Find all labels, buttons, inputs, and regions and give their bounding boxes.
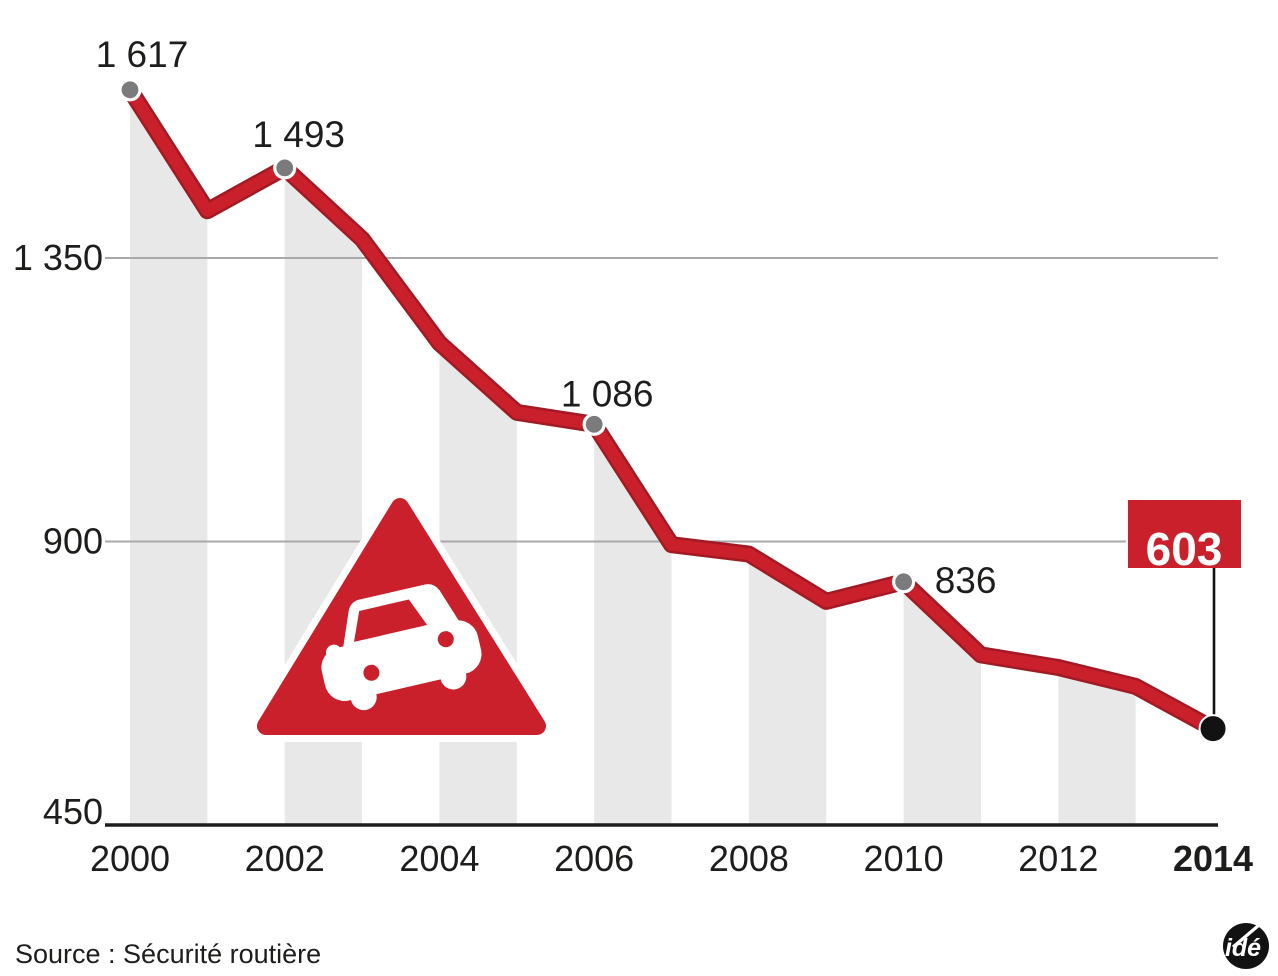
point-label-2002: 1 493: [252, 114, 345, 155]
line-layer: [121, 81, 1222, 738]
axis-label-layer: 1 350 900 450 2000 2002 2004 2006 2008 2010 2012 2…: [13, 237, 1253, 879]
point-label-2010: 836: [935, 560, 997, 601]
ide-logo-circle: [1223, 923, 1269, 969]
point-label-layer: 1 617 1 493 1 086 836: [96, 34, 997, 601]
ide-logo: idé: [1223, 918, 1269, 969]
x-tick-label-2010: 2010: [864, 838, 944, 879]
end-point-dot-2014: [1198, 714, 1228, 744]
y-tick-label-900: 900: [43, 521, 103, 562]
area-stripe-2012: [1058, 667, 1136, 825]
point-dot-2010: [891, 570, 916, 594]
point-label-2000: 1 617: [96, 34, 189, 75]
car-glyph: [321, 584, 482, 711]
data-line: [124, 83, 1220, 735]
skidding-car-warning-icon: [250, 491, 553, 742]
x-tick-label-2006: 2006: [554, 838, 634, 879]
x-tick-label-2014: 2014: [1173, 838, 1253, 879]
area-stripe-2008: [748, 554, 827, 825]
point-dot-2006: [582, 412, 606, 436]
x-tick-label-2004: 2004: [399, 838, 479, 879]
y-tick-label-450: 450: [43, 791, 103, 832]
point-dot-2002: [273, 156, 297, 180]
y-tick-label-1350: 1 350: [13, 237, 103, 278]
callout-value: 603: [1146, 523, 1223, 575]
point-dot-2000: [118, 78, 142, 102]
x-tick-label-2002: 2002: [245, 838, 325, 879]
x-tick-label-2008: 2008: [709, 838, 789, 879]
source-text: Source : Sécurité routière: [15, 939, 321, 969]
area-stripe-2000: [130, 89, 208, 826]
footer: Source : Sécurité routière idé: [15, 918, 1269, 969]
grid-layer: [105, 257, 1218, 827]
point-label-2006: 1 086: [561, 373, 654, 414]
ide-logo-slash: [1231, 918, 1267, 949]
x-tick-label-2000: 2000: [90, 838, 170, 879]
callout-box: [1128, 500, 1241, 568]
x-tick-label-2012: 2012: [1018, 838, 1098, 879]
dot-layer: [118, 78, 1228, 744]
callout-layer: 603: [1128, 500, 1241, 723]
